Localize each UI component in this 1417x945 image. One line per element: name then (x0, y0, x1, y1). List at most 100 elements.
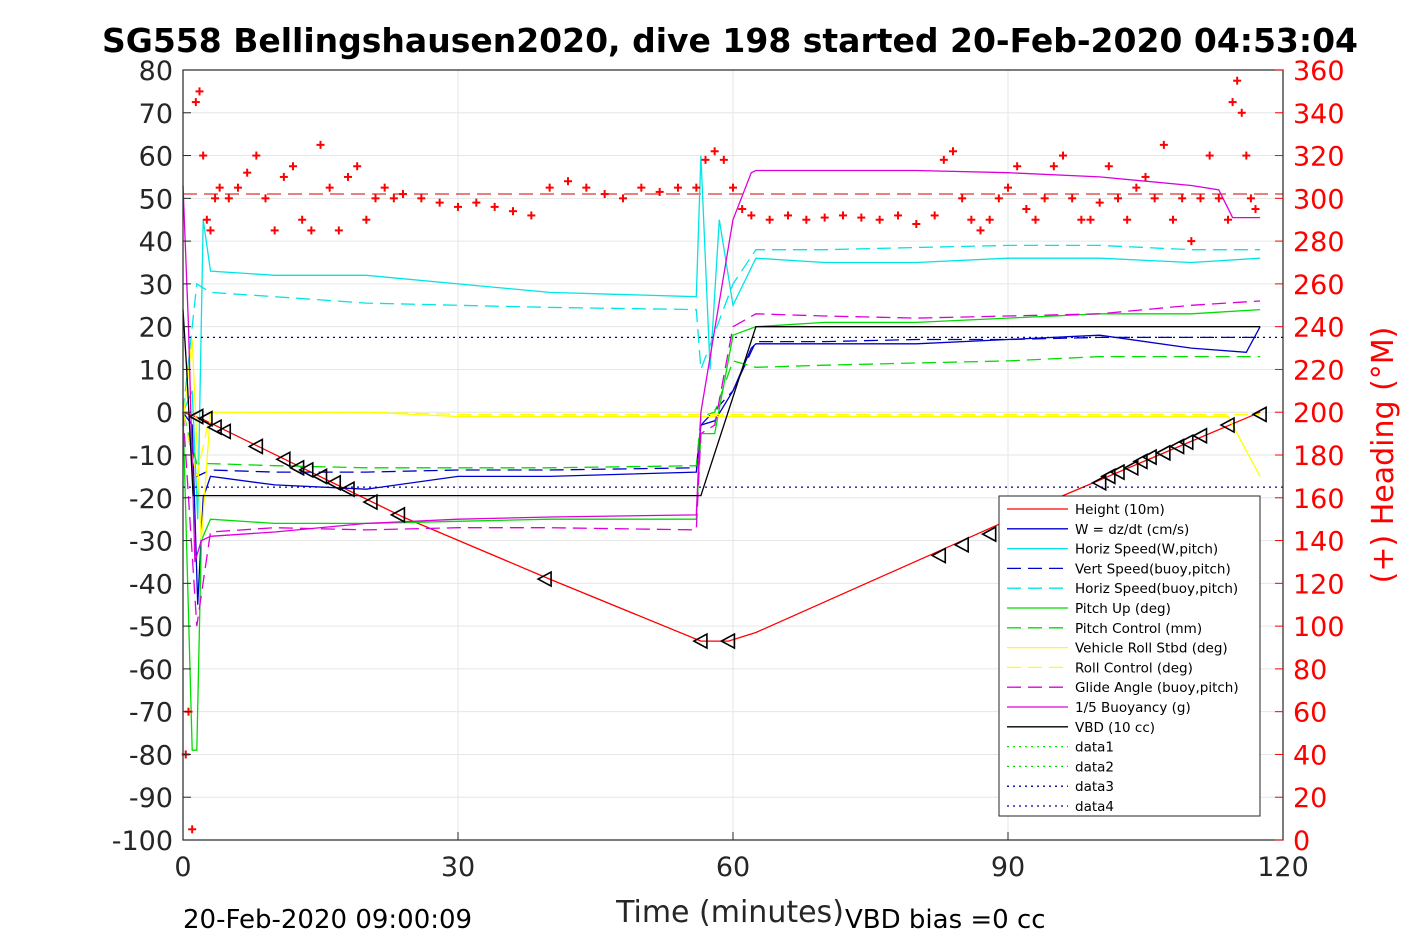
series-line-vbd-10-cc (182, 309, 1261, 497)
legend-label-pitch-control-mm: Pitch Control (mm) (1075, 621, 1202, 637)
heading-point (729, 183, 737, 192)
right-tick-label: 300 (1293, 184, 1345, 215)
heading-point (1242, 151, 1251, 160)
heading-point (839, 211, 847, 220)
y-tick-label: 30 (139, 270, 173, 301)
heading-point (1059, 151, 1067, 160)
legend-label-vert-speed-buoy-pitch: Vert Speed(buoy,pitch) (1075, 561, 1231, 577)
heading-point (527, 211, 536, 220)
vbd-marker (389, 506, 406, 524)
legend-label-horiz-speed-w-pitch: Horiz Speed(W,pitch) (1075, 542, 1218, 558)
heading-point (1095, 198, 1104, 207)
right-tick-label: 40 (1293, 740, 1327, 771)
vbd-marker (953, 536, 969, 554)
heading-point (1233, 76, 1242, 85)
vbd-marker (362, 493, 378, 511)
heading-point (994, 194, 1003, 203)
legend-label-data1: data1 (1075, 740, 1114, 756)
plot-series (182, 155, 1283, 751)
right-tick-label: 340 (1293, 99, 1345, 130)
vbd-marker (311, 468, 328, 485)
right-tick-label: 0 (1293, 826, 1310, 857)
series-line-1-5-buoyancy-g (182, 169, 1261, 563)
vbd-marker (1219, 416, 1235, 434)
x-axis-ticks: 0 30 60 90 120 (174, 832, 1309, 883)
heading-point (674, 183, 682, 192)
heading-point (747, 211, 756, 220)
y-tick-label: 0 (156, 398, 173, 429)
heading-point (875, 215, 884, 224)
vbd-markers (188, 406, 1267, 650)
heading-point (1049, 162, 1058, 171)
heading-point (215, 183, 224, 192)
heading-point (1196, 194, 1205, 203)
heading-point (1114, 194, 1122, 203)
x-tick-label: 60 (716, 852, 750, 883)
heading-point (191, 98, 200, 107)
heading-point (1246, 194, 1255, 203)
legend-label-data3: data3 (1075, 779, 1114, 795)
heading-point (582, 183, 591, 192)
heading-point (1141, 172, 1150, 181)
heading-point (490, 202, 499, 211)
heading-point (353, 162, 362, 171)
y-tick-label: -20 (129, 484, 173, 515)
right-tick-label: 140 (1293, 527, 1345, 558)
heading-point (619, 194, 627, 203)
heading-point (279, 172, 288, 181)
vbd-marker (247, 438, 264, 455)
heading-point (802, 215, 811, 224)
heading-point (270, 226, 279, 235)
heading-point (435, 198, 444, 207)
y-tick-label: 70 (139, 99, 173, 130)
heading-point (334, 226, 343, 235)
y-tick-label: -80 (129, 740, 173, 771)
heading-point (380, 183, 389, 192)
heading-point (199, 151, 208, 160)
y-tick-label: -100 (112, 826, 173, 857)
heading-point (202, 215, 211, 224)
legend-label-w-dz-dt-cm-s: W = dz/dt (cm/s) (1075, 522, 1189, 538)
heading-point (1205, 151, 1214, 160)
vbd-marker (1109, 463, 1125, 481)
heading-point (1040, 194, 1049, 203)
legend-label-glide-angle-buoy-pitch: Glide Angle (buoy,pitch) (1075, 680, 1239, 696)
heading-point (509, 207, 517, 216)
legend-label-roll-control-deg: Roll Control (deg) (1075, 660, 1193, 676)
right-tick-label: 360 (1293, 56, 1345, 87)
series-line-pitch-control-mm (182, 355, 1261, 469)
vbd-marker (1123, 459, 1139, 477)
vbd-marker (980, 525, 997, 543)
heading-point (1150, 194, 1159, 203)
right-tick-label: 240 (1293, 313, 1345, 344)
heading-point (289, 162, 297, 171)
heading-point (1068, 194, 1077, 203)
heading-point (637, 183, 646, 192)
vbd-marker (1178, 433, 1194, 451)
heading-point (765, 215, 774, 224)
legend-label-1-5-buoyancy-g: 1/5 Buoyancy (g) (1075, 700, 1191, 716)
heading-point (417, 194, 426, 203)
heading-point (195, 87, 204, 96)
x-axis-label: Time (minutes) (615, 895, 844, 930)
right-axis-ticks: 3603403203002802602402202001801601401201… (1275, 56, 1345, 857)
series-line-glide-angle-buoy-pitch (182, 300, 1261, 627)
heading-point (1214, 194, 1223, 203)
heading-point (1004, 183, 1012, 192)
heading-point (1132, 183, 1141, 192)
heading-point (939, 155, 948, 164)
heading-point (298, 215, 307, 224)
heading-point (1224, 215, 1232, 224)
right-tick-label: 120 (1293, 569, 1345, 600)
x-tick-label: 90 (991, 852, 1025, 883)
legend: Height (10m) W = dz/dt (cm/s) Horiz Speed(… (998, 495, 1261, 817)
vbd-marker (719, 632, 736, 650)
x-tick-label: 0 (174, 852, 191, 883)
heading-point (188, 825, 197, 834)
y-tick-label: 50 (139, 184, 173, 215)
vbd-marker (206, 418, 222, 436)
legend-label-data2: data2 (1075, 759, 1114, 775)
heading-point (820, 213, 829, 222)
heading-point (1104, 162, 1113, 171)
heading-point (1123, 215, 1132, 224)
